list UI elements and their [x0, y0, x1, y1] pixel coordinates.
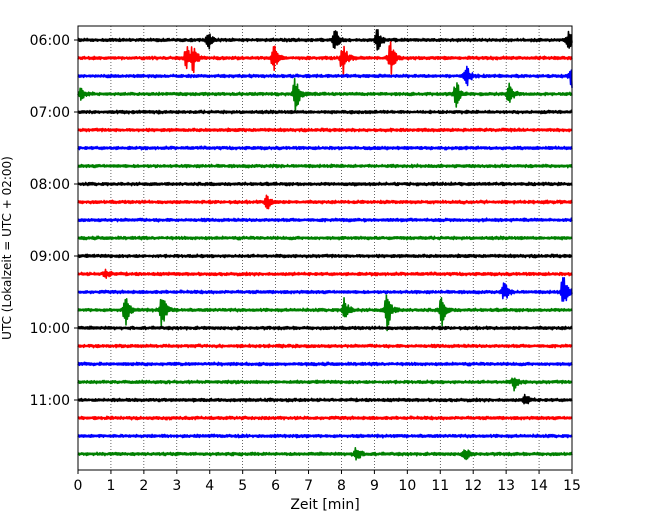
- trace-row: [77, 235, 573, 241]
- x-tick-label: 4: [205, 478, 214, 494]
- x-tick-label: 7: [304, 478, 313, 494]
- x-tick-label: 5: [238, 478, 247, 494]
- y-tick-label: 08:00: [30, 177, 70, 193]
- trace-row: [77, 127, 573, 133]
- trace-row: [77, 217, 573, 223]
- x-axis-label: Zeit [min]: [290, 497, 359, 513]
- trace-row: [77, 447, 573, 461]
- plot-frame: [77, 25, 573, 471]
- trace-row: [77, 377, 573, 392]
- x-axis-ticks: 0 1 2 3 4 5 6 7 8 9 10 11 12 13 14 15: [74, 470, 581, 494]
- trace-row: [77, 415, 573, 421]
- trace-row: [77, 325, 573, 331]
- trace-row: [77, 361, 573, 367]
- y-tick-label: 09:00: [30, 249, 70, 265]
- trace-row: [77, 343, 573, 349]
- x-tick-label: 12: [464, 478, 482, 494]
- y-tick-label: 10:00: [30, 321, 70, 337]
- x-tick-label: 13: [497, 478, 515, 494]
- trace-row: [77, 181, 573, 187]
- x-tick-label: 9: [370, 478, 379, 494]
- trace-row: [77, 109, 573, 115]
- grid-lines: [110, 26, 540, 470]
- x-tick-label: 15: [563, 478, 581, 494]
- x-tick-label: 2: [139, 478, 148, 494]
- y-tick-label: 06:00: [30, 33, 70, 49]
- trace-row: [77, 294, 573, 332]
- trace-row: [77, 163, 573, 169]
- trace-row: [77, 194, 573, 210]
- x-tick-label: 10: [398, 478, 416, 494]
- trace-row: [77, 41, 573, 77]
- plot-area: [78, 26, 572, 470]
- trace-row: [77, 276, 573, 302]
- trace-row: [77, 65, 573, 88]
- x-tick-label: 8: [337, 478, 346, 494]
- y-axis-label: UTC (Lokalzeit = UTC + 02:00): [0, 156, 14, 340]
- x-tick-label: 6: [271, 478, 280, 494]
- x-tick-label: 3: [172, 478, 181, 494]
- trace-row: [77, 145, 573, 151]
- trace-row: [77, 268, 573, 280]
- y-tick-label: 07:00: [30, 105, 70, 121]
- trace-row: [77, 77, 573, 114]
- x-tick-label: 11: [431, 478, 449, 494]
- x-tick-label: 1: [106, 478, 115, 494]
- traces: [77, 29, 573, 461]
- trace-row: [77, 433, 573, 439]
- trace-row: [77, 253, 573, 259]
- x-tick-label: 14: [530, 478, 548, 494]
- trace-row: [77, 29, 573, 51]
- trace-row: [77, 393, 573, 405]
- x-tick-label: 0: [74, 478, 83, 494]
- y-axis-ticks: 06:00 07:00 08:00 09:00 10:00 11:00: [30, 33, 78, 409]
- y-tick-label: 11:00: [30, 393, 70, 409]
